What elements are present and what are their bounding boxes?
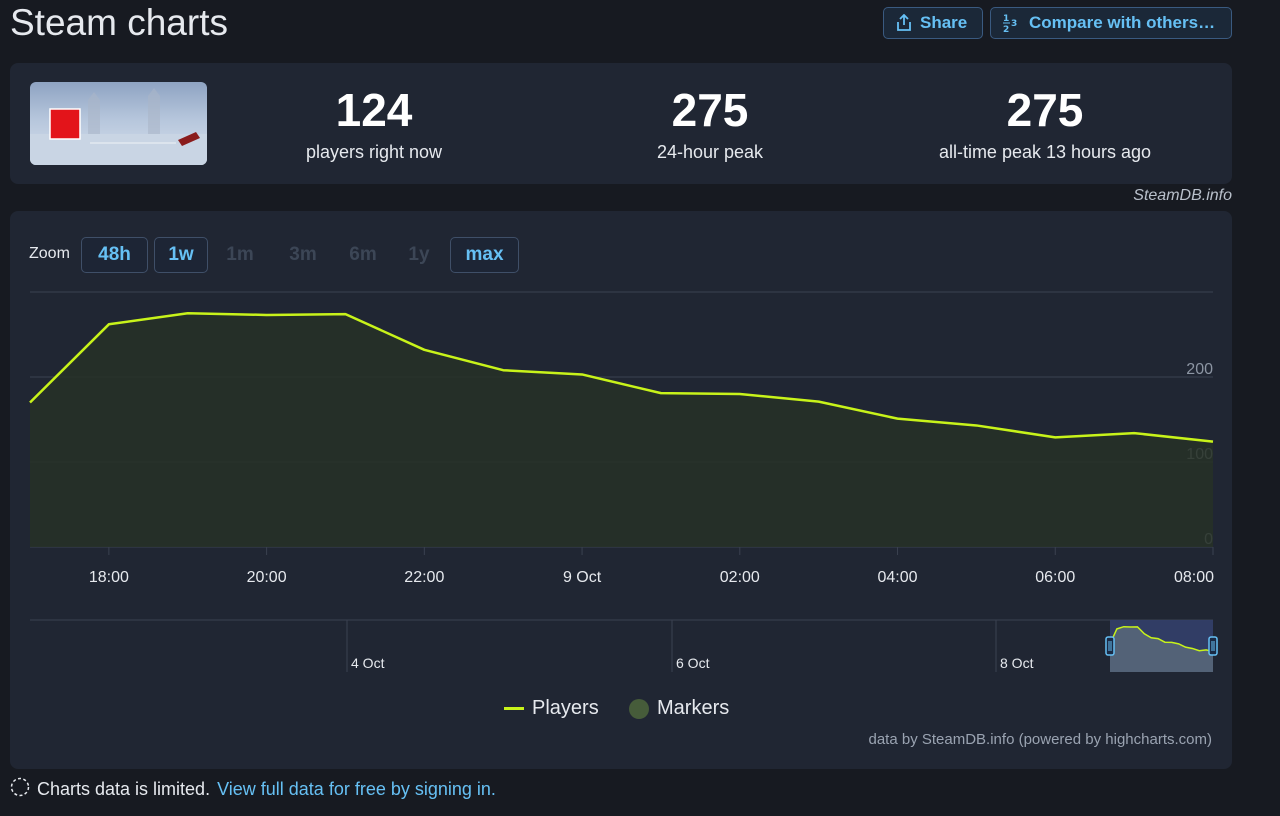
markers-swatch: [629, 698, 649, 719]
x-tick-label: 22:00: [404, 569, 444, 586]
chart-legend: Players Markers: [0, 697, 1280, 723]
svg-text:3: 3: [1011, 19, 1017, 29]
legend-markers-label: Markers: [657, 697, 730, 719]
legend-item-players[interactable]: Players: [504, 697, 599, 720]
share-icon: [896, 14, 912, 32]
y-tick-label: 200: [1186, 361, 1213, 378]
navigator-label: 8 Oct: [1000, 655, 1034, 671]
navigator-line: [1109, 625, 1214, 653]
zoom-48h-button[interactable]: 48h: [81, 237, 148, 273]
navigator-left-handle[interactable]: [1105, 636, 1115, 656]
x-tick-label: 18:00: [89, 569, 129, 586]
x-tick-label: 9 Oct: [563, 569, 602, 586]
alltime-peak-value: 275: [1006, 84, 1084, 136]
players-area: [30, 313, 1213, 547]
navigator-label: 4 Oct: [351, 655, 385, 671]
alltime-peak-stat: 275 all-time peak 13 hours ago: [895, 85, 1195, 163]
peak-24h-stat: 275 24-hour peak: [560, 85, 860, 163]
zoom-1y-button: 1y: [408, 244, 430, 265]
limited-data-note: Charts data is limited.: [37, 779, 211, 799]
steamdb-credit[interactable]: SteamDB.info: [1133, 187, 1232, 204]
navigator-label: 6 Oct: [676, 655, 710, 671]
x-tick-label: 02:00: [720, 569, 760, 586]
x-tick-label: 20:00: [247, 569, 287, 586]
legend-item-markers[interactable]: Markers: [629, 697, 729, 720]
stats-card: 124 players right now 275 24-hour peak 2…: [10, 63, 1232, 184]
svg-text:1: 1: [1003, 14, 1009, 24]
legend-players-label: Players: [532, 697, 599, 719]
current-players-stat: 124 players right now: [224, 85, 524, 163]
navigator-area: [1110, 626, 1213, 672]
zoom-3m-button: 3m: [289, 244, 317, 265]
dashed-circle-icon: [10, 777, 30, 802]
current-players-value: 124: [335, 84, 413, 136]
x-tick-label: 04:00: [878, 569, 918, 586]
peak-24h-value: 275: [671, 84, 749, 136]
page-title: Steam charts: [10, 2, 228, 43]
game-artwork[interactable]: [30, 82, 207, 165]
share-label: Share: [920, 13, 968, 32]
zoom-6m-button: 6m: [349, 244, 377, 265]
zoom-label: Zoom: [29, 245, 70, 262]
zoom-max-button[interactable]: max: [450, 237, 519, 273]
x-tick-label: 08:00: [1174, 569, 1214, 586]
compare-label: Compare with others…: [1029, 13, 1216, 32]
peak-24h-label: 24-hour peak: [656, 142, 764, 162]
navigator-right-handle[interactable]: [1208, 636, 1218, 656]
zoom-1m-button: 1m: [226, 244, 254, 265]
x-tick-label: 06:00: [1035, 569, 1075, 586]
current-players-label: players right now: [305, 142, 443, 162]
players-swatch: [504, 707, 524, 710]
footer-notice: Charts data is limited. View full data f…: [10, 777, 496, 802]
sign-in-link[interactable]: View full data for free by signing in.: [217, 779, 496, 799]
svg-text:2: 2: [1003, 25, 1009, 33]
zoom-1w-button[interactable]: 1w: [154, 237, 208, 273]
players-line: [29, 312, 1214, 443]
alltime-peak-label: all-time peak 13 hours ago: [938, 142, 1152, 162]
highcharts-credit[interactable]: data by SteamDB.info (powered by highcha…: [868, 731, 1213, 748]
share-button[interactable]: Share: [883, 7, 983, 39]
